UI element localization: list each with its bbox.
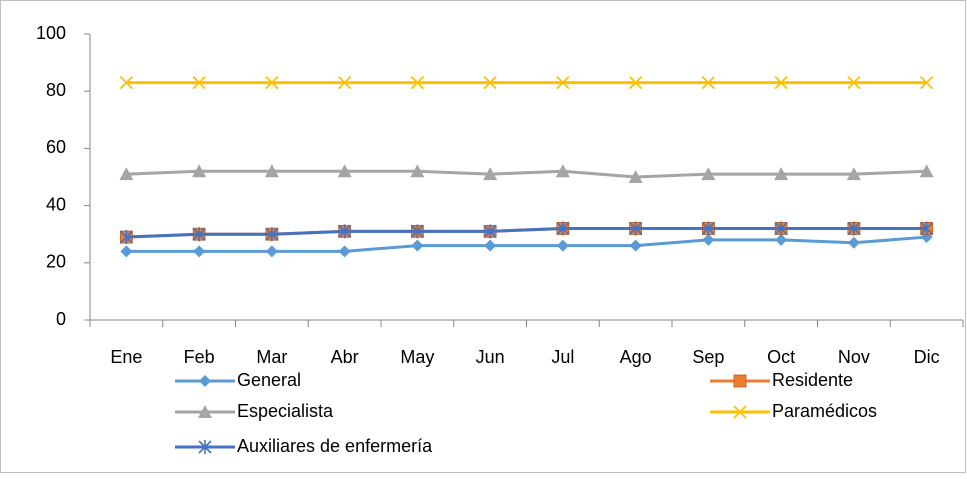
data-point — [120, 245, 133, 258]
x-tick-label: Sep — [692, 347, 724, 367]
series-line — [126, 169, 927, 179]
data-point — [484, 239, 497, 252]
data-point — [337, 164, 352, 178]
data-point — [483, 167, 498, 181]
data-point — [192, 227, 206, 242]
x-tick-label: Nov — [838, 347, 870, 367]
data-point — [628, 75, 643, 90]
data-point — [338, 224, 352, 239]
y-tick-label: 0 — [56, 309, 66, 329]
data-point — [265, 75, 279, 90]
series-line — [126, 235, 927, 253]
data-point — [265, 245, 278, 258]
data-point — [410, 75, 425, 90]
data-point — [337, 75, 352, 90]
y-tick-label: 40 — [46, 194, 66, 214]
legend-label: Auxiliares de enfermería — [237, 436, 433, 456]
legend-label: Especialista — [237, 401, 334, 421]
data-point — [119, 75, 134, 90]
data-point — [702, 233, 715, 246]
data-point — [555, 164, 570, 178]
data-point — [775, 233, 788, 246]
legend-swatch-marker — [198, 440, 212, 454]
x-tick-label: Dic — [914, 347, 940, 367]
y-tick-label: 60 — [46, 137, 66, 157]
data-point — [701, 75, 716, 90]
legend-swatch-marker — [733, 405, 747, 419]
data-point — [264, 164, 279, 178]
data-point — [265, 227, 279, 242]
data-point — [774, 75, 788, 90]
legend-label: Paramédicos — [772, 401, 877, 421]
data-point — [410, 224, 424, 239]
data-point — [847, 236, 860, 249]
data-point — [628, 170, 643, 183]
legend-swatch-marker — [733, 374, 747, 388]
data-point — [846, 167, 861, 181]
data-point — [774, 221, 788, 236]
data-point — [629, 221, 643, 236]
x-tick-label: Ene — [110, 347, 142, 367]
x-tick-label: Ago — [620, 347, 652, 367]
data-point — [192, 164, 207, 178]
x-tick-label: Abr — [331, 347, 359, 367]
y-tick-label: 100 — [36, 23, 66, 43]
data-point — [629, 239, 642, 252]
data-point — [119, 230, 133, 245]
legend-swatch-marker — [198, 405, 212, 418]
data-point — [701, 221, 715, 236]
data-point — [338, 245, 351, 258]
data-point — [483, 75, 497, 90]
legend-swatch-marker — [199, 375, 211, 387]
legend-label: Residente — [772, 370, 853, 390]
x-tick-label: Mar — [256, 347, 287, 367]
data-point — [919, 164, 934, 178]
x-tick-label: May — [400, 347, 434, 367]
x-tick-label: Jul — [551, 347, 574, 367]
data-point — [556, 221, 570, 236]
data-point — [774, 167, 789, 181]
data-point — [411, 239, 424, 252]
data-point — [483, 224, 497, 239]
data-point — [192, 75, 206, 90]
series-line — [126, 226, 927, 239]
data-point — [193, 245, 206, 258]
data-point — [701, 167, 716, 181]
data-point — [847, 221, 861, 236]
data-point — [556, 239, 569, 252]
data-point — [410, 164, 425, 178]
data-point — [920, 221, 934, 236]
x-tick-label: Jun — [476, 347, 505, 367]
data-point — [119, 167, 134, 181]
data-point — [556, 75, 570, 90]
legend-label: General — [237, 370, 301, 390]
x-tick-label: Feb — [184, 347, 215, 367]
data-point — [919, 75, 934, 90]
y-tick-label: 80 — [46, 80, 66, 100]
y-tick-label: 20 — [46, 252, 66, 272]
x-tick-label: Oct — [767, 347, 795, 367]
data-point — [847, 75, 861, 90]
